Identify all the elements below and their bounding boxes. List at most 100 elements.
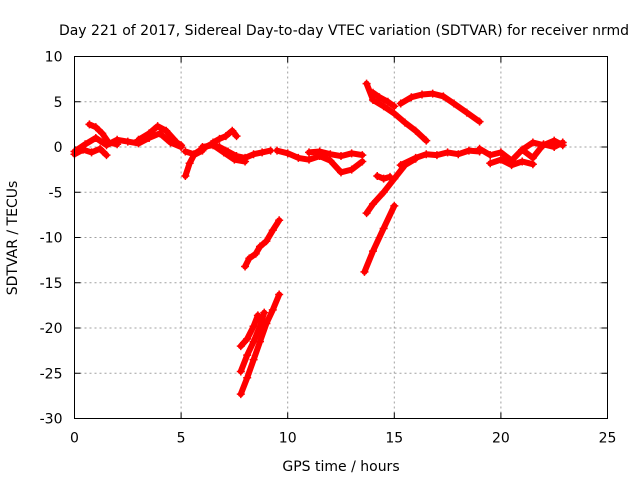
data-point (315, 147, 324, 156)
data-point (390, 102, 399, 111)
data-point (189, 151, 198, 160)
y-tick-label: -20 (40, 321, 63, 337)
data-point (185, 159, 194, 168)
chart-title: Day 221 of 2017, Sidereal Day-to-day VTE… (59, 23, 629, 39)
data-point (145, 129, 154, 138)
data-point (275, 290, 284, 299)
y-tick-label: 10 (45, 50, 63, 66)
x-tick-label: 15 (385, 431, 403, 447)
data-point (198, 143, 207, 151)
series-track-11 (242, 217, 283, 270)
data-point (172, 138, 181, 147)
data-point (251, 249, 260, 258)
y-tick-label: -15 (40, 276, 63, 292)
data-point (177, 141, 186, 150)
data-point (383, 97, 392, 106)
data-point (294, 153, 303, 162)
data-point (249, 322, 258, 331)
data-point (464, 146, 473, 155)
data-point (528, 160, 537, 169)
data-point (375, 93, 384, 102)
data-point (462, 108, 471, 117)
data-point (518, 145, 527, 154)
data-point (232, 132, 241, 141)
data-point (396, 99, 405, 108)
data-point (422, 150, 431, 159)
y-tick-label: -30 (40, 412, 63, 428)
data-point (79, 145, 88, 154)
data-point (153, 122, 162, 131)
y-tick-label: -5 (49, 185, 63, 201)
data-point (422, 136, 431, 145)
data-point (305, 155, 314, 164)
data-point (219, 148, 228, 157)
data-point (134, 135, 143, 144)
data-point (475, 117, 484, 126)
y-tick-label: -10 (40, 231, 63, 247)
data-point (518, 157, 527, 166)
data-point (91, 123, 100, 132)
data-point (368, 95, 377, 104)
data-point (558, 141, 567, 150)
data-point (230, 155, 239, 164)
data-point (496, 155, 505, 164)
x-tick-label: 25 (599, 431, 617, 447)
x-tick-label: 20 (492, 431, 510, 447)
data-point (273, 146, 282, 155)
data-point (411, 153, 420, 162)
data-point (305, 148, 314, 157)
data-point (245, 254, 254, 263)
data-point (113, 140, 122, 149)
data-point (253, 311, 262, 320)
data-point (539, 141, 548, 150)
data-point (337, 168, 345, 177)
tick-labels: 0 5 10 15 20 25 10 5 0 -5 -10 -15 -20 -25 -30 (40, 50, 617, 447)
data-point (486, 151, 495, 160)
data-point (181, 147, 190, 156)
data-point (260, 308, 269, 317)
data-point (258, 148, 267, 157)
data-point (181, 171, 190, 180)
data-point (249, 337, 258, 346)
data-point (275, 216, 284, 225)
data-point (507, 161, 516, 170)
data-point (362, 79, 371, 88)
series-track-14 (237, 312, 261, 350)
data-point (102, 151, 111, 160)
data-point (91, 133, 100, 142)
series-track-18 (363, 155, 419, 217)
data-point (236, 342, 245, 351)
data-point (475, 144, 484, 153)
data-point (362, 209, 371, 218)
data-point (439, 92, 448, 101)
data-point (528, 138, 537, 147)
data-point (418, 90, 427, 99)
data-point (379, 224, 388, 233)
data-point (104, 138, 113, 147)
data-point (347, 149, 356, 158)
data-point (162, 126, 171, 135)
data-point (360, 267, 369, 276)
data-point (379, 188, 388, 197)
data-point (373, 171, 382, 180)
data-point (249, 355, 258, 364)
data-point (215, 134, 224, 143)
y-tick-label: -25 (40, 366, 63, 382)
data-point (400, 118, 409, 127)
data-point (326, 150, 335, 159)
data-point (243, 334, 252, 343)
data-point (268, 305, 277, 314)
data-point (428, 89, 437, 98)
data-point (443, 148, 452, 157)
data-point (283, 149, 292, 158)
data-point (87, 148, 96, 157)
data-point (243, 373, 252, 382)
data-point (386, 172, 395, 181)
data-point (221, 132, 230, 141)
grid-lines (74, 56, 608, 419)
data-point (96, 144, 105, 153)
data-point (85, 120, 94, 129)
data-point (243, 351, 252, 360)
x-tick-label: 5 (177, 431, 186, 447)
